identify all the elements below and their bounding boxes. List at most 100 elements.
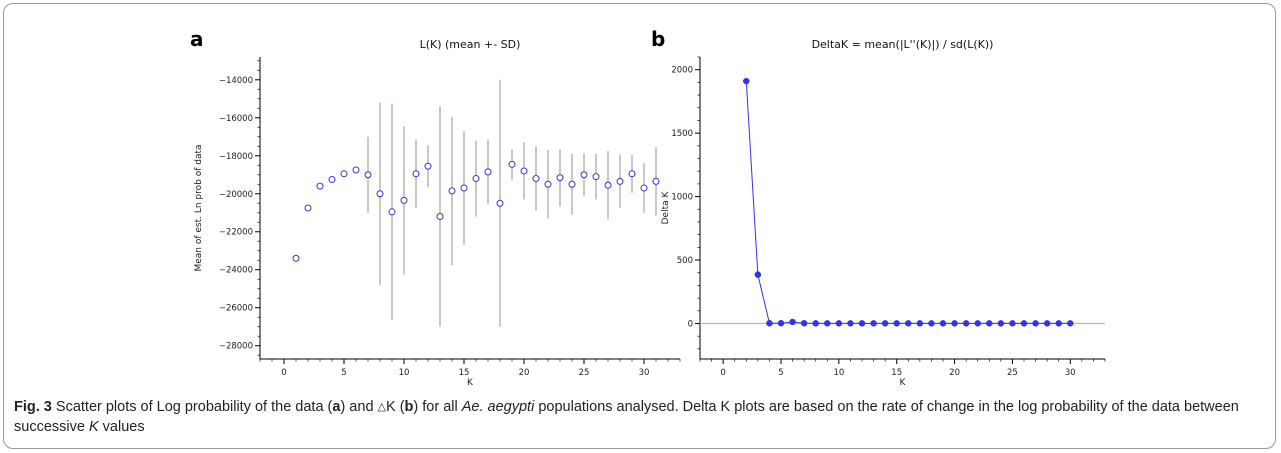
data-point [352, 166, 360, 174]
x-tick-label: 25 [579, 368, 590, 378]
y-tick-label: −28000 [219, 342, 253, 352]
data-point [628, 170, 636, 178]
caption-species: Ae. aegypti [461, 399, 535, 415]
data-point [835, 320, 843, 327]
figure-frame [3, 3, 1276, 449]
data-point [376, 190, 384, 198]
data-point [800, 319, 808, 327]
caption-ref-b: b [404, 399, 414, 415]
caption-text: K ( [386, 399, 405, 415]
data-point [951, 320, 958, 327]
data-point [400, 196, 408, 204]
caption-text: ) and [340, 399, 378, 415]
data-point [460, 184, 468, 192]
y-tick-label: −22000 [219, 228, 253, 238]
x-tick-label: 20 [519, 368, 530, 378]
y-tick-label: −16000 [219, 114, 253, 124]
data-point [652, 177, 660, 185]
data-point [364, 171, 372, 179]
y-axis-label: Delta K [661, 191, 671, 225]
x-tick-label: 5 [778, 368, 783, 378]
data-point [1009, 320, 1016, 327]
y-tick-label: −14000 [219, 76, 253, 86]
data-point [316, 182, 324, 190]
x-tick-label: 0 [281, 368, 286, 378]
figure-charts: a L(K) (mean +- SD) 0 5 10 15 20 25 30 −28000 −260… [190, 27, 1106, 388]
data-point [520, 167, 528, 175]
data-point [1020, 320, 1028, 327]
data-point [777, 319, 785, 327]
x-tick-label: 10 [833, 368, 844, 378]
data-point [304, 204, 312, 212]
y-tick-label: 500 [677, 256, 693, 266]
data-point [974, 320, 981, 327]
y-axis-label: Mean of est. Ln prob of data [194, 144, 204, 271]
y-tick-label: −20000 [219, 190, 253, 200]
data-point [388, 208, 396, 216]
chart-title: DeltaK = mean(|L''(K)|) / sd(L(K)) [812, 38, 994, 51]
x-axis-label: K [900, 378, 907, 388]
data-point [824, 320, 831, 327]
x-tick-label: 0 [720, 368, 725, 378]
x-axis-label: K [467, 378, 474, 388]
data-point [532, 175, 540, 183]
data-point [340, 170, 348, 178]
caption-ref-a: a [332, 399, 341, 415]
data-point [328, 176, 336, 184]
data-point [436, 213, 444, 221]
caption-text: values [98, 419, 145, 435]
data-point [556, 174, 564, 182]
series-line [745, 81, 1071, 324]
data-point [893, 320, 900, 327]
data-point [472, 175, 480, 183]
data-point [928, 320, 935, 327]
data-point [508, 160, 516, 168]
data-point [997, 320, 1005, 327]
data-point [916, 320, 924, 327]
y-tick-label: −26000 [219, 304, 253, 314]
data-point [743, 77, 750, 85]
data-point [448, 187, 456, 195]
data-point [580, 171, 588, 179]
data-point [905, 320, 912, 327]
caption-text: ) for all [413, 399, 462, 415]
data-point [962, 320, 970, 327]
x-tick-label: 20 [949, 368, 960, 378]
data-point [939, 320, 947, 327]
data-point [412, 170, 420, 178]
chart-title: L(K) (mean +- SD) [420, 38, 521, 51]
data-point [616, 177, 624, 185]
y-tick-label: 0 [688, 319, 693, 329]
data-point [484, 168, 492, 176]
x-tick-label: 25 [1007, 368, 1018, 378]
data-point [640, 184, 648, 192]
data-point [881, 320, 889, 327]
data-point [870, 320, 877, 327]
caption-delta-symbol: △ [377, 401, 387, 413]
y-tick-label: 2000 [671, 66, 693, 76]
panel-letter: a [190, 27, 204, 51]
data-point [789, 318, 796, 326]
caption-text: Scatter plots of Log probability of the … [51, 399, 333, 415]
data-point [568, 180, 576, 188]
figure-caption: Fig. 3 Scatter plots of Log probability … [14, 397, 1264, 437]
data-point [858, 320, 866, 327]
data-point [1055, 320, 1062, 327]
data-point [1043, 320, 1051, 327]
y-tick-label: 1000 [671, 193, 693, 203]
data-point [544, 180, 552, 188]
x-tick-label: 15 [459, 368, 470, 378]
data-point [812, 320, 819, 327]
data-point [496, 199, 504, 207]
y-tick-label: −18000 [219, 152, 253, 162]
data-point [1067, 320, 1074, 327]
y-tick-label: −24000 [219, 266, 253, 276]
data-point [292, 254, 300, 262]
caption-k: K [88, 419, 99, 435]
caption-text: populations analysed. Delta K plots are … [14, 399, 1239, 435]
data-point [766, 319, 773, 327]
x-tick-label: 30 [639, 368, 650, 378]
caption-label: Fig. 3 [14, 399, 52, 415]
y-tick-label: 1500 [671, 129, 693, 139]
data-point [424, 162, 432, 170]
